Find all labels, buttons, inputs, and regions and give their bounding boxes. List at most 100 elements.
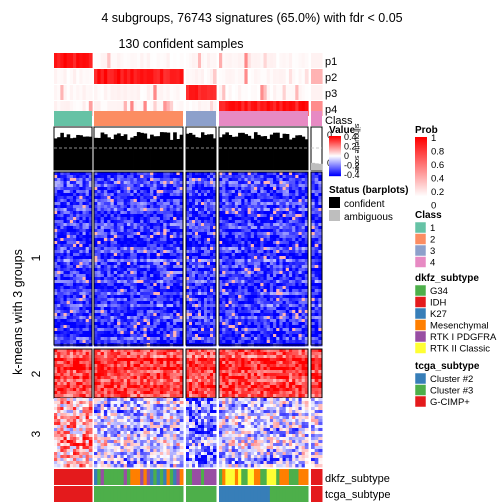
heatmap-cell (269, 313, 274, 317)
heatmap-cell (94, 265, 98, 269)
heatmap-cell (66, 274, 71, 278)
heatmap-cell (210, 181, 214, 185)
heatmap-cell (173, 193, 177, 197)
prob-cell-p3 (133, 85, 138, 100)
heatmap-cell (269, 283, 274, 287)
silhouette-bar (269, 134, 274, 170)
prob-cell-p4 (250, 101, 255, 116)
silhouette-bar (82, 136, 87, 170)
prob-cell-p3 (159, 85, 164, 100)
heatmap-cell (88, 241, 93, 245)
heatmap-cell (146, 289, 151, 293)
heatmap-cell (166, 319, 171, 323)
prob-cell-p4 (166, 101, 171, 116)
heatmap-cell (279, 271, 284, 275)
heatmap-cell (263, 193, 268, 197)
heatmap-cell (269, 331, 274, 335)
prob-cell-p3 (301, 85, 306, 100)
heatmap-cell (311, 184, 316, 188)
heatmap-cell (60, 298, 64, 302)
heatmap-cell (103, 271, 108, 275)
heatmap-cell (279, 274, 284, 278)
heatmap-cell (169, 259, 174, 263)
heatmap-cell (88, 334, 93, 338)
heatmap-cell (186, 307, 190, 311)
heatmap-cell (198, 244, 202, 248)
heatmap-cell (273, 295, 277, 299)
heatmap-cell (88, 190, 93, 194)
heatmap-cell (231, 220, 236, 224)
heatmap-cell (192, 220, 196, 224)
heatmap-cell (76, 229, 80, 233)
silhouette-bar (198, 137, 202, 170)
heatmap-cell (133, 241, 138, 245)
heatmap-cell (314, 310, 319, 314)
heatmap-cell (186, 310, 190, 314)
heatmap-cell (292, 172, 296, 176)
heatmap-cell (292, 190, 296, 194)
prob-cell-p2 (292, 69, 296, 84)
heatmap-cell (244, 286, 249, 290)
heatmap-cell (82, 298, 87, 302)
heatmap-cell (263, 235, 268, 239)
heatmap-cell (57, 238, 61, 242)
heatmap-cell (88, 268, 93, 272)
heatmap-cell (282, 283, 287, 287)
heatmap-cell (201, 214, 205, 218)
heatmap-cell (195, 307, 199, 311)
heatmap-cell (73, 268, 77, 272)
heatmap-cell (247, 277, 252, 281)
heatmap-cell (228, 328, 233, 332)
heatmap-cell (107, 175, 111, 179)
heatmap-cell (94, 304, 98, 308)
heatmap-cell (88, 244, 93, 248)
heatmap-cell (234, 262, 239, 266)
heatmap-cell (133, 322, 138, 326)
heatmap-cell (120, 292, 125, 296)
heatmap-cell (260, 310, 264, 314)
dkfz-subtype-cell (88, 469, 93, 485)
heatmap-cell (260, 241, 264, 245)
heatmap-cell (247, 214, 252, 218)
heatmap-cell (269, 229, 274, 233)
heatmap-cell (143, 172, 148, 176)
heatmap-cell (76, 238, 80, 242)
heatmap-cell (120, 313, 125, 317)
prob-cell-p2 (107, 69, 112, 84)
heatmap-cell (260, 331, 264, 335)
heatmap-cell (63, 232, 68, 236)
prob-cell-p2 (126, 69, 131, 84)
heatmap-cell (228, 172, 233, 176)
heatmap-cell (150, 199, 154, 203)
heatmap-cell (234, 211, 239, 215)
heatmap-cell (225, 244, 230, 248)
heatmap-cell (295, 328, 299, 332)
heatmap-cell (146, 211, 151, 215)
heatmap-cell (207, 325, 211, 329)
heatmap-cell (66, 310, 71, 314)
tcga-subtype-cell (257, 486, 261, 502)
heatmap-cell (304, 313, 309, 317)
heatmap-cell (314, 277, 319, 281)
heatmap-cell (163, 262, 168, 266)
heatmap-cell (79, 226, 83, 230)
dkfz-subtype-cell (57, 469, 61, 485)
heatmap-cell (176, 199, 181, 203)
heatmap-cell (301, 205, 306, 209)
heatmap-cell (311, 280, 316, 284)
heatmap-cell (97, 331, 102, 335)
heatmap-cell (213, 211, 217, 215)
heatmap-cell (298, 280, 303, 284)
heatmap-cell (143, 325, 148, 329)
heatmap-cell (57, 271, 61, 275)
heatmap-cell (57, 313, 61, 317)
heatmap-cell (276, 232, 280, 236)
heatmap-cell (210, 301, 214, 305)
heatmap-cell (231, 205, 236, 209)
heatmap-cell (301, 178, 306, 182)
heatmap-cell (123, 301, 128, 305)
heatmap-cell (225, 172, 230, 176)
heatmap-cell (201, 241, 205, 245)
prob-cell-p4 (146, 101, 151, 116)
heatmap-cell (113, 259, 118, 263)
